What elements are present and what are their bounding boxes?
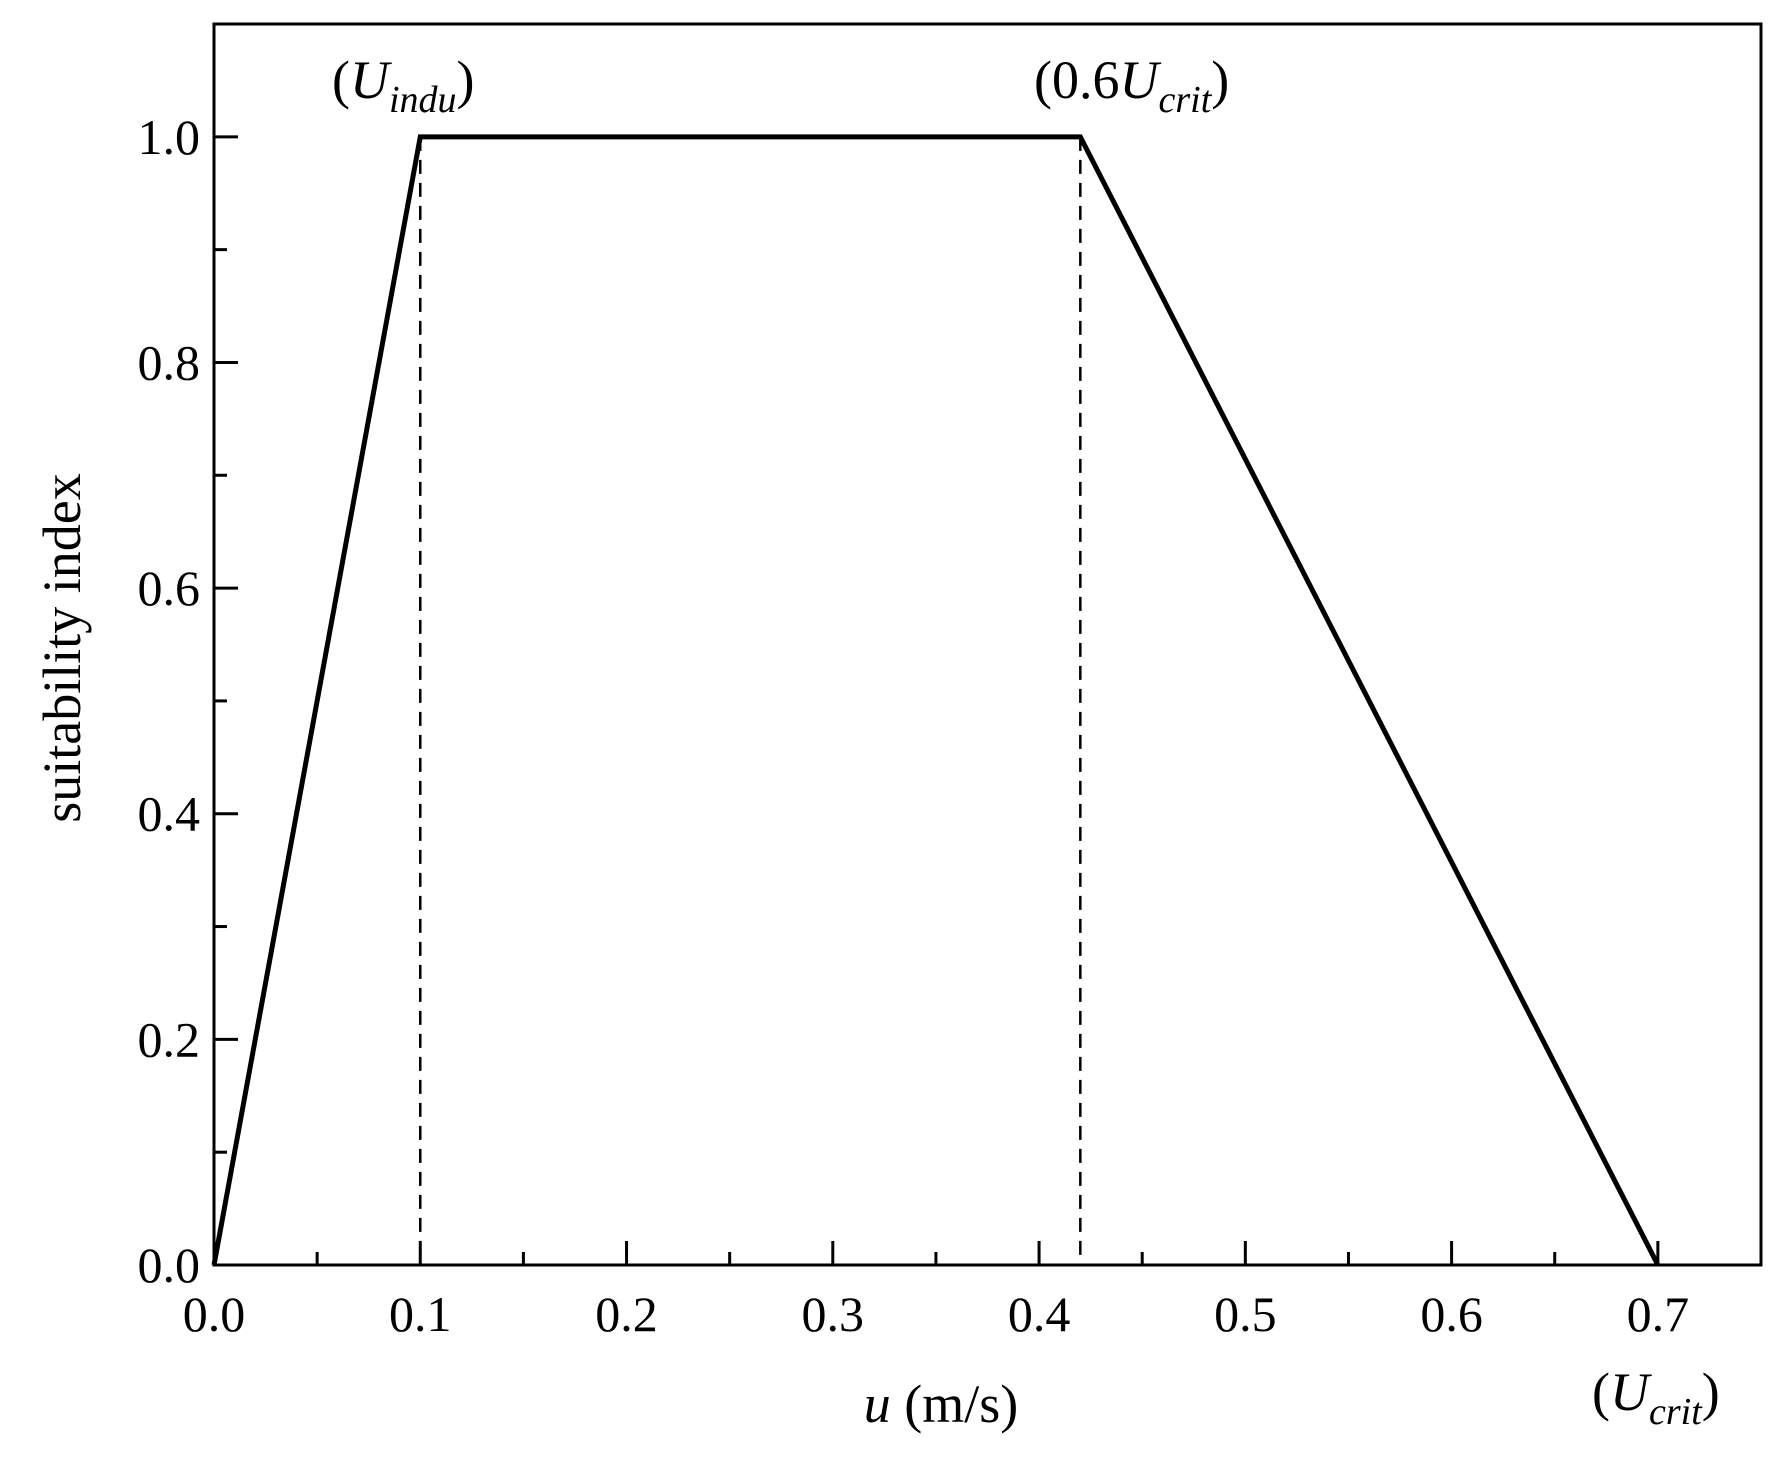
x-axis-ticks: 0.0 0.1 0.2 0.3 0.4 0.5 0.6 0.7 xyxy=(183,1241,1689,1342)
y-tick-label: 0.2 xyxy=(138,1011,201,1067)
y-tick-label: 0.8 xyxy=(138,334,201,390)
y-axis-ticks: 0.0 0.2 0.4 0.6 0.8 1.0 xyxy=(138,109,238,1293)
annotation-u-indu: (Uindu) xyxy=(332,50,475,121)
x-tick-label: 0.0 xyxy=(183,1286,246,1342)
x-tick-label: 0.3 xyxy=(802,1286,865,1342)
reference-lines xyxy=(419,136,1082,1265)
plot-frame xyxy=(212,22,1763,1267)
y-tick-label: 0.4 xyxy=(138,786,201,842)
annotation-u-crit: (Ucrit) xyxy=(1592,1362,1720,1433)
annotation-u-06crit: (0.6Ucrit) xyxy=(1034,50,1229,121)
x-tick-label: 0.7 xyxy=(1627,1286,1690,1342)
y-tick-label: 0.6 xyxy=(138,560,201,616)
x-tick-label: 0.2 xyxy=(595,1286,658,1342)
x-axis-label: u (m/s) xyxy=(864,1374,1019,1434)
x-tick-label: 0.6 xyxy=(1420,1286,1483,1342)
y-axis-label: suitability index xyxy=(32,473,92,822)
x-tick-label: 0.4 xyxy=(1008,1286,1071,1342)
x-tick-label: 0.5 xyxy=(1214,1286,1277,1342)
x-tick-label: 0.1 xyxy=(389,1286,452,1342)
suitability-series-line xyxy=(211,134,1661,1267)
y-tick-label: 1.0 xyxy=(138,109,201,165)
y-tick-label: 0.0 xyxy=(138,1237,201,1293)
